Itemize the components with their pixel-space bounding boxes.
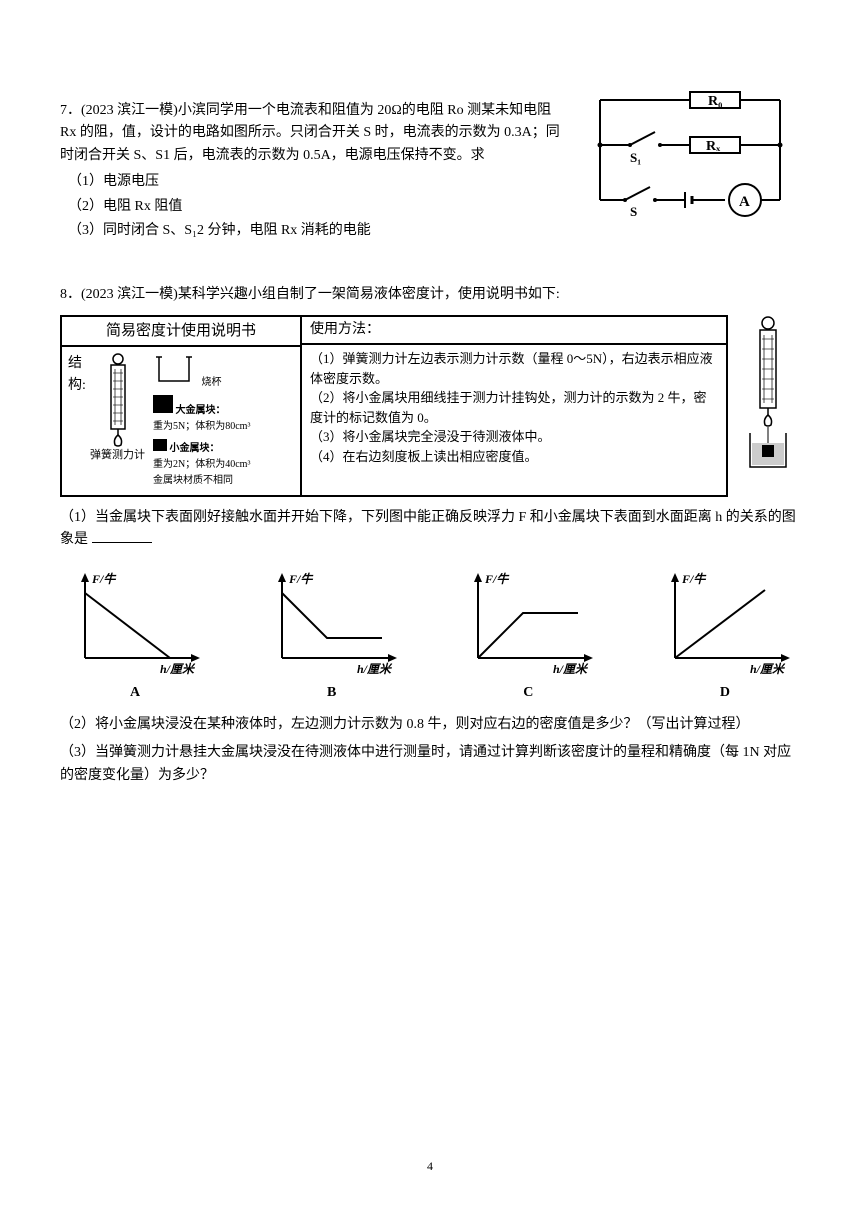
graph-d: F/牛 h/厘米 D (650, 568, 800, 704)
graph-a: F/牛 h/厘米 A (60, 568, 210, 704)
rx-label: Rₓ (706, 139, 721, 154)
beaker-icon: 烧杯 (153, 353, 250, 391)
question-7: 7．(2023 滨江一模)小滨同学用一个电流表和阻值为 20Ω的电阻 Ro 测某… (60, 100, 800, 244)
usage-1: （1）弹簧测力计左边表示测力计示数（量程 0～5N），右边表示相应液体密度示数。 (310, 349, 718, 388)
page-number: 4 (427, 1157, 433, 1176)
graph-d-label: D (720, 682, 730, 704)
side-apparatus-icon (740, 315, 800, 507)
q7-sub3: （3）同时闭合 S、S₁2 分钟，电阻 Rx 消耗的电能 (68, 220, 560, 242)
graph-b-y-axis: F/牛 (288, 572, 314, 586)
beaker-label: 烧杯 (202, 377, 222, 388)
ammeter-label: A (739, 194, 750, 210)
graph-b: F/牛 h/厘米 B (257, 568, 407, 704)
q8-sub2: （2）将小金属块浸没在某种液体时，左边测力计示数为 0.8 牛，则对应右边的密度… (60, 714, 800, 736)
q8-manual-row: 简易密度计使用说明书 结构: (60, 315, 800, 507)
question-8: 8．(2023 滨江一模)某科学兴趣小组自制了一架简易液体密度计，使用说明书如下… (60, 284, 800, 787)
graph-a-label: A (130, 682, 140, 704)
small-block-desc: 重为2N；体积为40cm³ (153, 459, 250, 470)
small-block-label: 小金属块： (170, 443, 220, 454)
q7-sub2: （2）电阻 Rx 阻值 (68, 196, 560, 218)
s1-label: S₁ (630, 150, 641, 165)
graph-b-x-axis: h/厘米 (357, 662, 393, 676)
material-note: 金属块材质不相同 (153, 475, 233, 486)
graph-b-label: B (327, 682, 336, 704)
manual-structure: 结构: (62, 347, 300, 495)
small-block-item: 小金属块： 重为2N；体积为40cm³ 金属块材质不相同 (153, 439, 250, 489)
manual-box: 简易密度计使用说明书 结构: (60, 315, 728, 497)
q8-sub1-text: （1）当金属块下表面刚好接触水面并开始下降，下列图中能正确反映浮力 F 和小金属… (60, 510, 796, 547)
q7-header: 7．(2023 滨江一模)小滨同学用一个电流表和阻值为 20Ω的电阻 Ro 测某… (60, 100, 560, 167)
graph-c-y-axis: F/牛 (484, 572, 510, 586)
big-block-desc: 重为5N；体积为80cm³ (153, 421, 250, 432)
answer-blank (92, 542, 152, 543)
big-block-label: 大金属块： (176, 405, 226, 416)
structure-label-text: 结构: (68, 353, 82, 489)
circuit-diagram: R₀ Rₓ S₁ S (580, 80, 800, 220)
q7-container: 7．(2023 滨江一模)小滨同学用一个电流表和阻值为 20Ω的电阻 Ro 测某… (60, 100, 800, 244)
structure-items: 烧杯 大金属块： 重为5N；体积为80cm³ 小金属块： 重为2N；体积为40c… (153, 353, 250, 489)
graph-d-x-axis: h/厘米 (750, 662, 786, 676)
q7-text-block: 7．(2023 滨江一模)小滨同学用一个电流表和阻值为 20Ω的电阻 Ro 测某… (60, 100, 560, 244)
manual-title: 简易密度计使用说明书 (62, 317, 300, 347)
graphs-row: F/牛 h/厘米 A F/牛 h/厘米 B (60, 568, 800, 704)
r0-label: R₀ (708, 94, 722, 109)
manual-left: 简易密度计使用说明书 结构: (62, 317, 302, 495)
graph-c-label: C (523, 682, 533, 704)
big-block-item: 大金属块： 重为5N；体积为80cm³ (153, 395, 250, 435)
usage-4: （4）在右边刻度板上读出相应密度值。 (310, 447, 718, 467)
q8-sub1: （1）当金属块下表面刚好接触水面并开始下降，下列图中能正确反映浮力 F 和小金属… (60, 507, 800, 552)
usage-title: 使用方法： (302, 317, 726, 345)
graph-d-y-axis: F/牛 (681, 572, 707, 586)
manual-right: 使用方法： （1）弹簧测力计左边表示测力计示数（量程 0～5N），右边表示相应液… (302, 317, 726, 495)
usage-body: （1）弹簧测力计左边表示测力计示数（量程 0～5N），右边表示相应液体密度示数。… (302, 345, 726, 470)
q8-header: 8．(2023 滨江一模)某科学兴趣小组自制了一架简易液体密度计，使用说明书如下… (60, 284, 800, 306)
s-label: S (630, 204, 637, 219)
graph-a-x-axis: h/厘米 (160, 662, 196, 676)
graph-c-x-axis: h/厘米 (553, 662, 589, 676)
usage-2: （2）将小金属块用细线挂于测力计挂钩处，测力计的示数为 2 牛，密度计的标记数值… (310, 388, 718, 427)
usage-3: （3）将小金属块完全浸没于待测液体中。 (310, 427, 718, 447)
graph-a-y-axis: F/牛 (91, 572, 117, 586)
spring-scale-label: 弹簧测力计 (90, 448, 145, 462)
q7-sub1: （1）电源电压 (68, 171, 560, 193)
q8-sub3: （3）当弹簧测力计悬挂大金属块浸没在待测液体中进行测量时，请通过计算判断该密度计… (60, 742, 800, 787)
graph-c: F/牛 h/厘米 C (453, 568, 603, 704)
spring-scale-icon: 弹簧测力计 (90, 353, 145, 489)
